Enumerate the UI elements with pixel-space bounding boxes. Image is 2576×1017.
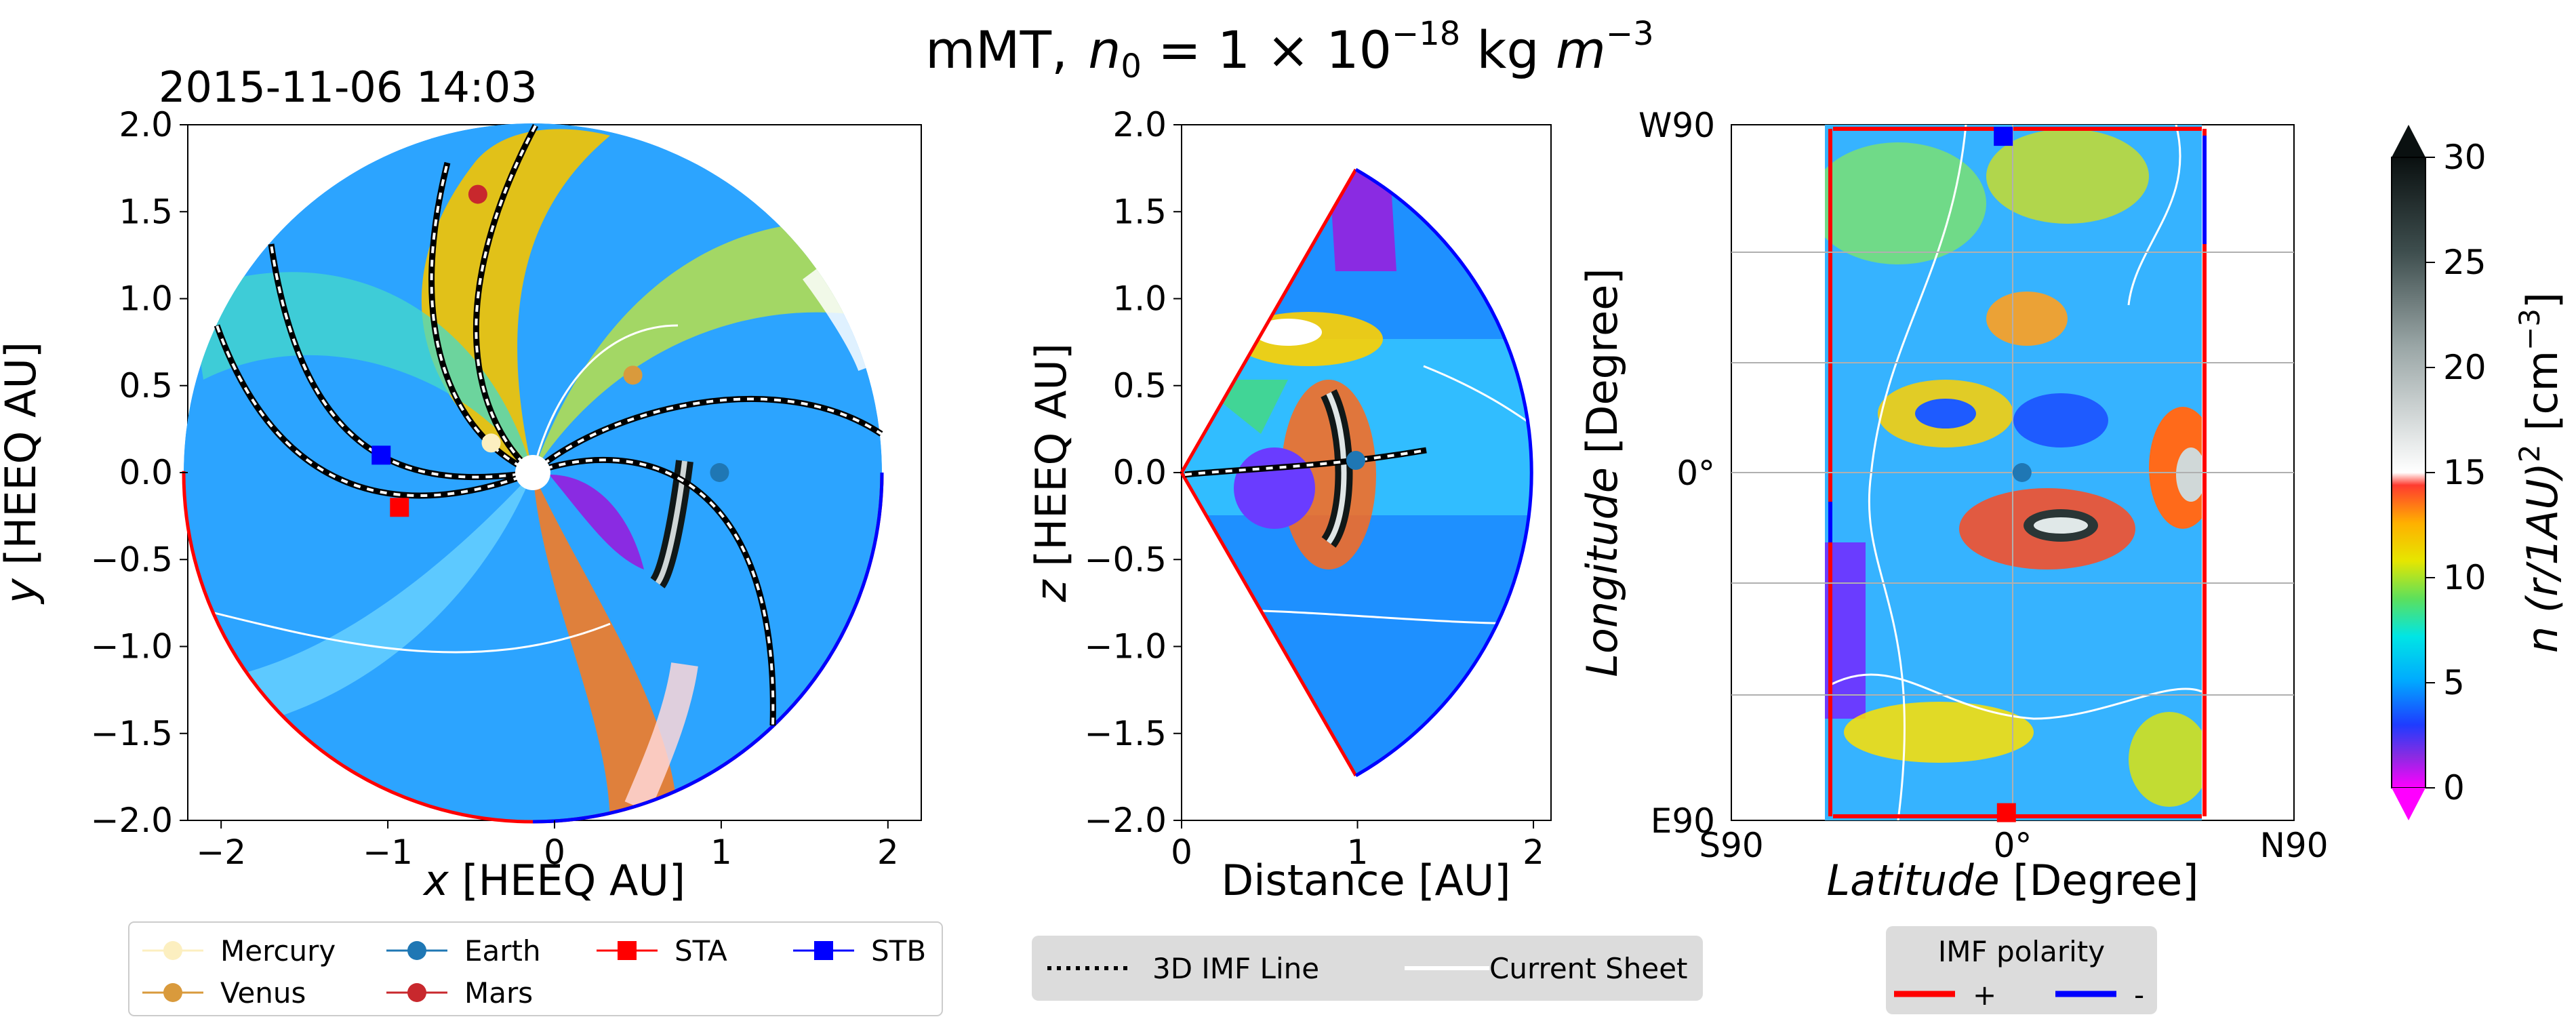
panel2-ytick: −2.0 [1085, 801, 1167, 840]
legend-marker-mercury [163, 941, 182, 960]
colorbar-tick: 10 [2443, 558, 2487, 597]
legend-mercury-label: Mercury [220, 934, 336, 968]
legend-mars-label: Mars [464, 976, 533, 1010]
panel3-marker-earth [2013, 463, 2032, 482]
panel2-ytick: −1.5 [1085, 714, 1167, 753]
panel1-ytick: −2.0 [91, 801, 173, 840]
panel1-ytick: −0.5 [91, 540, 173, 579]
panel2-marker-earth [1346, 451, 1365, 470]
panel-latlon: S90 0° N90 E90 0° W90 Latitude [Degree] … [1577, 106, 2329, 905]
colorbar-tick: 15 [2443, 453, 2487, 492]
panel1-xtick: −1 [363, 833, 413, 872]
legend-marker-sta [618, 941, 637, 960]
panel-meridional: 0 1 2−2.0−1.5−1.0−0.50.00.51.01.52.0 Dista… [1026, 105, 1551, 905]
panel1-marker-stb [371, 445, 390, 464]
panel1-marker-mercury [482, 433, 501, 452]
panel2-ytick: 1.5 [1112, 192, 1167, 231]
legend-polarity-title: IMF polarity [1938, 935, 2105, 968]
panel2-markers [1346, 451, 1365, 470]
legend-imf-line-label: 3D IMF Line [1152, 952, 1319, 985]
panel3-ylabel: Longitude [Degree] [1577, 268, 1627, 677]
figure-title: mMT, n0 = 1 × 10−18 kg m−3 [925, 15, 1654, 85]
legend-marker-mars [407, 983, 426, 1002]
panel2-xtick: 0 [1171, 833, 1192, 872]
panel2-ytick: 1.0 [1112, 279, 1167, 319]
panel3-xlabel: Latitude [Degree] [1827, 856, 2199, 905]
panel1-xtick: −2 [196, 833, 246, 872]
colorbar-extend-min [2392, 788, 2426, 820]
colorbar-tick: 30 [2443, 138, 2487, 177]
panel1-ytick: 2.0 [119, 105, 173, 144]
panel2-ylabel: z [HEEQ AU] [1026, 343, 1076, 603]
panel2-ytick: 0.5 [1112, 366, 1167, 405]
panel1-xlabel: x [HEEQ AU] [422, 856, 685, 905]
panel3-xtick: N90 [2259, 826, 2328, 865]
panel1-ytick: −1.0 [91, 627, 173, 666]
panel1-ytick: 0.0 [119, 453, 173, 492]
panel1-xtick: 1 [710, 833, 732, 872]
panel1-sun [515, 455, 550, 490]
legend-stb-label: STB [871, 934, 926, 968]
panel3-ytick: 0° [1676, 454, 1715, 493]
panel1-marker-earth [710, 463, 729, 482]
colorbar-tick: 20 [2443, 348, 2487, 387]
legend-planets: Mercury Earth STA STB Venus Mars [129, 922, 942, 1016]
legend-marker-stb [814, 941, 833, 960]
legend-marker-earth [407, 941, 426, 960]
panel2-ytick: −0.5 [1085, 540, 1167, 579]
panel2-xtick: 2 [1523, 833, 1544, 872]
panel-equatorial: 2015-11-06 14:03 [0, 62, 921, 905]
panel1-marker-mars [468, 185, 487, 204]
panel2-xlabel: Distance [AU] [1222, 856, 1511, 905]
colorbar-ticks: 0 5 10 15 20 25 30 [2426, 138, 2487, 807]
legend-lines: 3D IMF Line Current Sheet [1032, 936, 1703, 1001]
colorbar-label: n (r/1AU)2 [cm−3] [2513, 292, 2567, 653]
panel3-ytick: W90 [1638, 106, 1715, 145]
panel1-timestamp: 2015-11-06 14:03 [159, 62, 538, 112]
panel3-marker-sta [1997, 803, 2016, 822]
panel1-ytick: 1.0 [119, 279, 173, 319]
panel3-marker-stb [1994, 127, 2013, 146]
panel1-ylabel: y [HEEQ AU] [0, 342, 45, 605]
legend-current-sheet-label: Current Sheet [1489, 952, 1688, 985]
legend-sta-label: STA [675, 934, 727, 968]
colorbar-tick: 5 [2443, 663, 2465, 702]
panel1-marker-sta [390, 498, 409, 517]
legend-positive-label: + [1973, 978, 1996, 1012]
panel1-xtick: 2 [877, 833, 899, 872]
colorbar-tick: 0 [2443, 768, 2465, 807]
panel1-ytick: 1.5 [119, 192, 173, 231]
colorbar-extend-max [2392, 125, 2426, 157]
colorbar: 0 5 10 15 20 25 30 n (r/1AU)2 [cm−3] [2392, 125, 2567, 820]
legend-marker-venus [163, 983, 182, 1002]
panel2-ytick: 2.0 [1112, 105, 1167, 144]
legend-negative-label: - [2134, 978, 2144, 1012]
legend-polarity: IMF polarity + - [1886, 926, 2157, 1014]
panel1-marker-venus [624, 365, 643, 384]
panel1-ytick: −1.5 [91, 714, 173, 753]
panel2-ytick: 0.0 [1112, 453, 1167, 492]
colorbar-gradient [2392, 157, 2426, 788]
colorbar-tick: 25 [2443, 243, 2487, 282]
panel2-ytick: −1.0 [1085, 627, 1167, 666]
panel1-ytick: 0.5 [119, 366, 173, 405]
panel3-ytick: E90 [1651, 801, 1715, 841]
legend-earth-label: Earth [464, 934, 541, 968]
legend-venus-label: Venus [220, 976, 306, 1010]
